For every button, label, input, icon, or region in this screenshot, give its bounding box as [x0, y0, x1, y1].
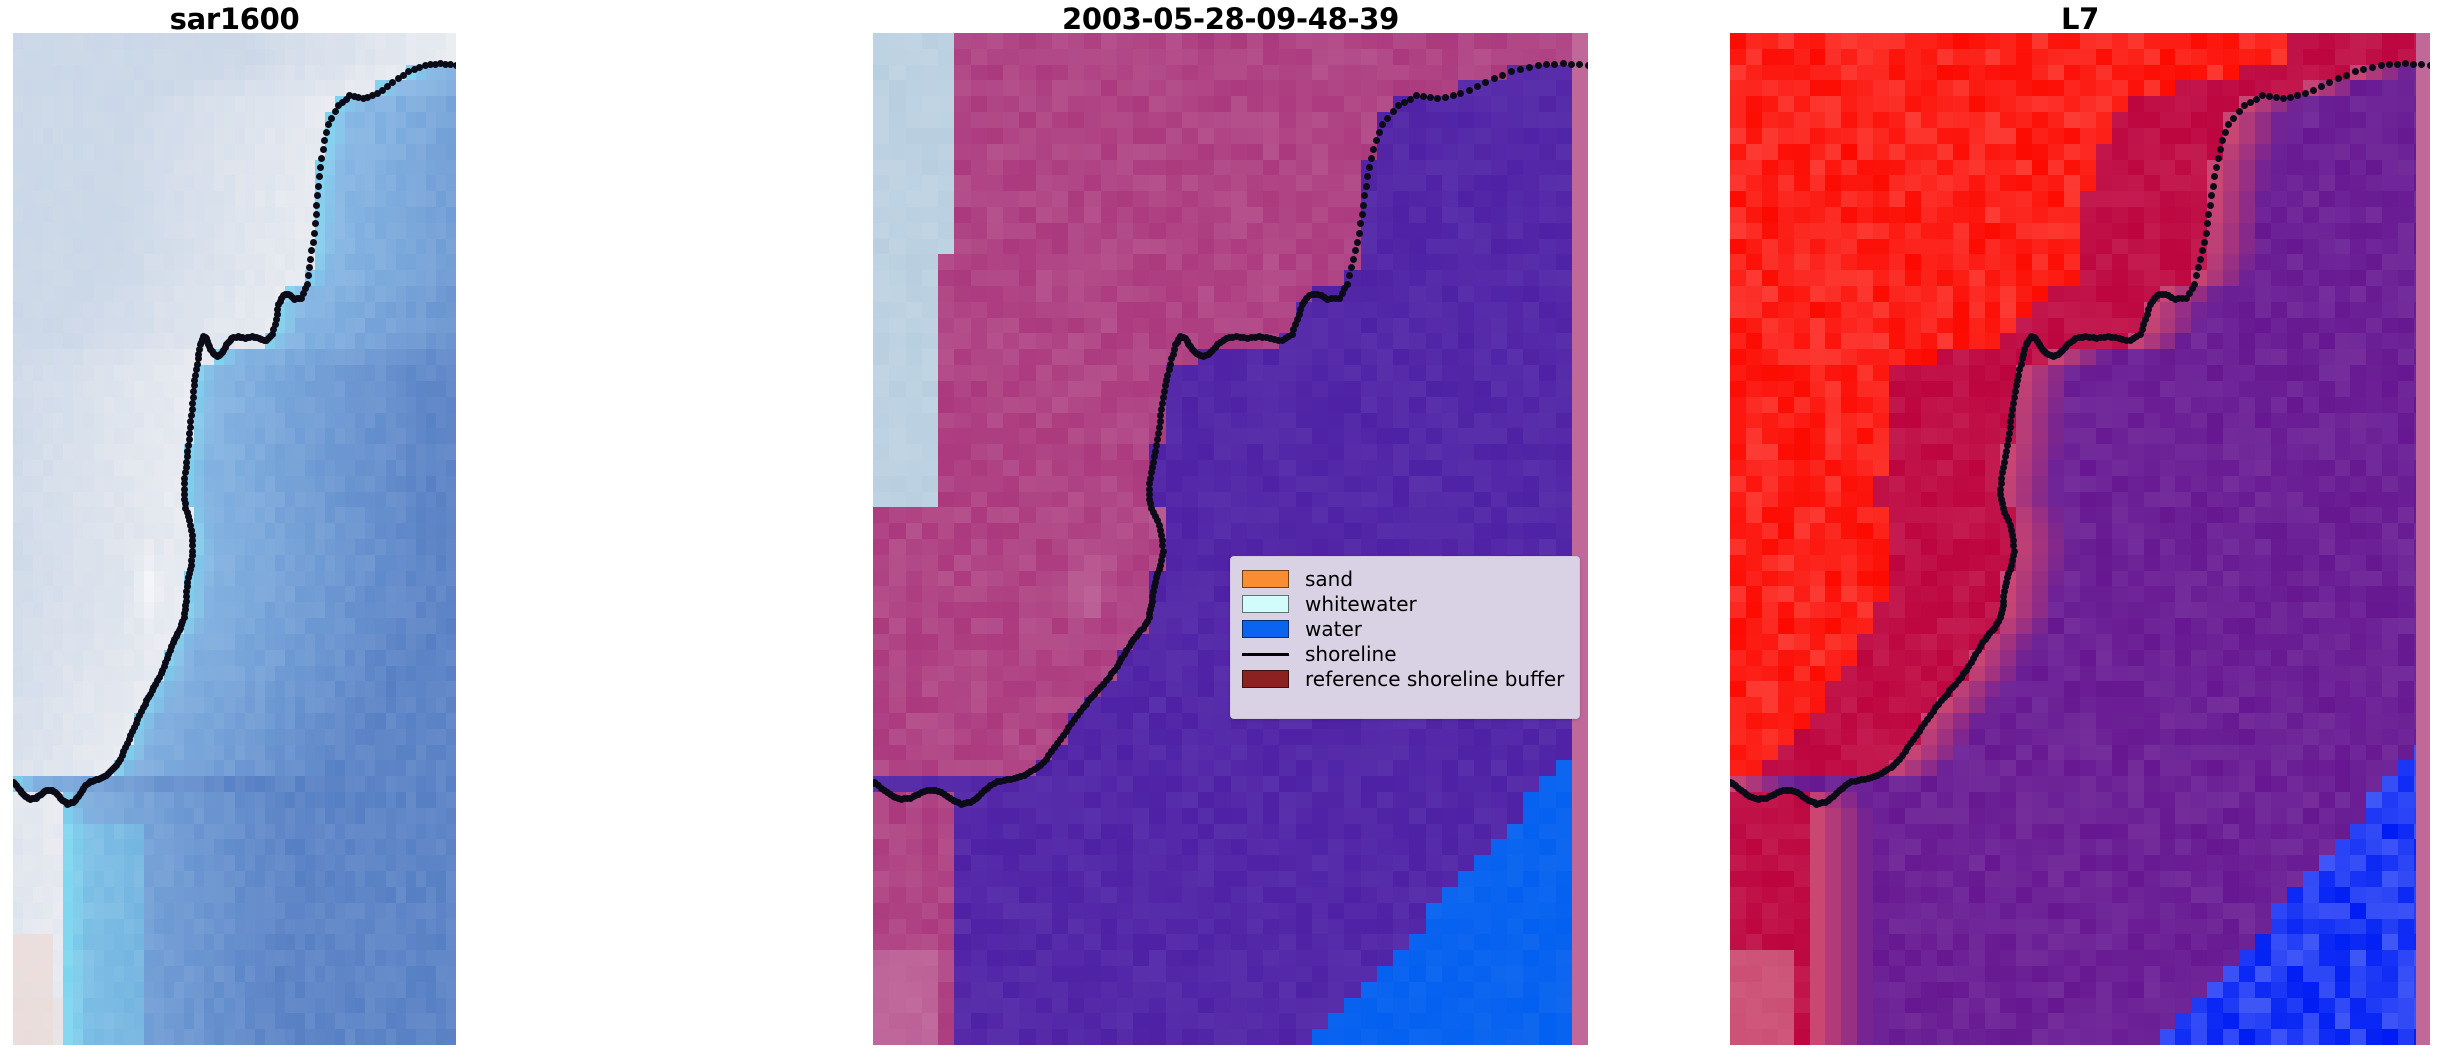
legend-label: sand — [1305, 568, 1353, 590]
legend-item-water[interactable]: water — [1242, 616, 1568, 641]
legend-item-whitewater[interactable]: whitewater — [1242, 591, 1568, 616]
legend-label: reference shoreline buffer — [1305, 668, 1564, 690]
panel-sar1600: sar1600 — [13, 0, 456, 1059]
classification-overlay — [873, 33, 1588, 1045]
panel-title-sar1600: sar1600 — [13, 2, 456, 36]
legend-label: water — [1305, 618, 1362, 640]
legend-item-reference-shoreline-buffer[interactable]: reference shoreline buffer — [1242, 666, 1568, 691]
legend-label: shoreline — [1305, 643, 1397, 665]
legend-box[interactable]: sand whitewater water shoreline reference sh… — [1230, 556, 1580, 719]
legend-item-sand[interactable]: sand — [1242, 566, 1568, 591]
raster-image-2003 — [873, 33, 1588, 1045]
axes-l7[interactable] — [1730, 33, 2430, 1045]
legend-swatch-water-icon — [1242, 619, 1289, 638]
axes-sar1600[interactable] — [13, 33, 456, 1045]
legend-item-shoreline[interactable]: shoreline — [1242, 641, 1568, 666]
panel-title-l7: L7 — [1730, 2, 2430, 36]
legend-swatch-reference-shoreline-buffer-icon — [1242, 669, 1289, 688]
classification-overlay — [1730, 33, 2430, 1045]
raster-image-l7 — [1730, 33, 2430, 1045]
legend-swatch-sand-icon — [1242, 569, 1289, 588]
legend-label: whitewater — [1305, 593, 1417, 615]
panel-2003-05-28-09-48-39: 2003-05-28-09-48-39 — [873, 0, 1588, 1059]
raster-image-sar1600 — [13, 33, 456, 1045]
legend-swatch-shoreline-icon — [1242, 645, 1289, 663]
panel-l7: L7 — [1730, 0, 2430, 1059]
panel-title-2003-05-28-09-48-39: 2003-05-28-09-48-39 — [873, 2, 1588, 36]
raster-edge-stripe — [1572, 33, 1588, 1045]
legend-swatch-whitewater-icon — [1242, 594, 1289, 613]
raster-edge-stripe — [2416, 33, 2430, 1045]
axes-2003-05-28-09-48-39[interactable] — [873, 33, 1588, 1045]
